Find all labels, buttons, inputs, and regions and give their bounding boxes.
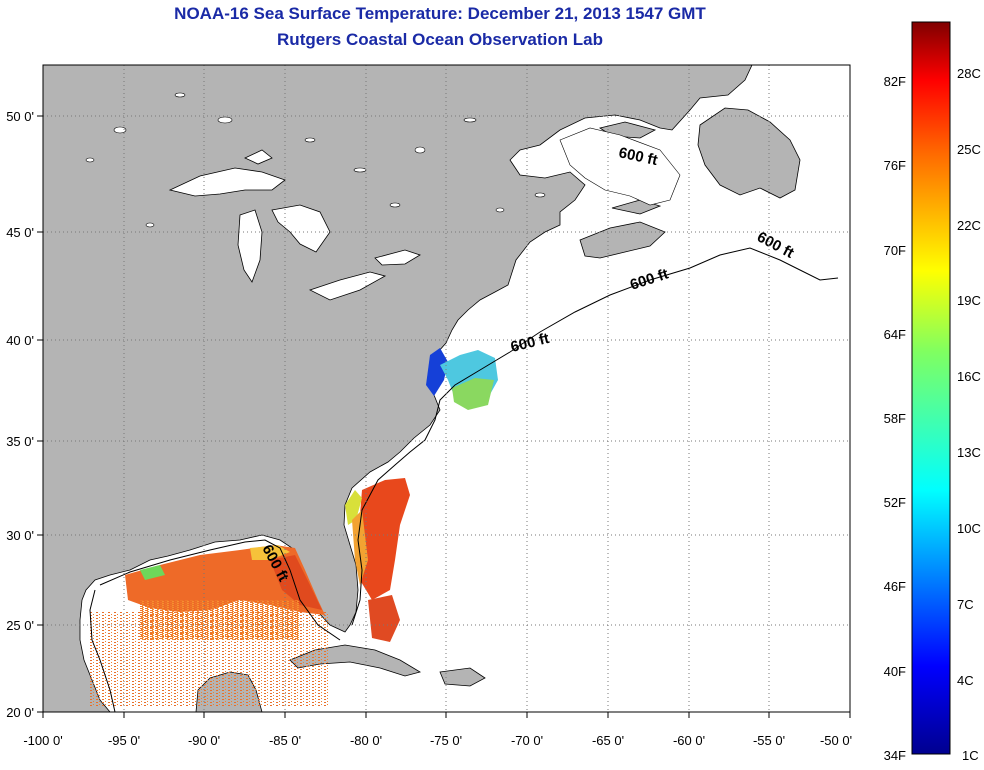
colorbar-label-c: 19C	[957, 293, 981, 308]
colorbar-fahrenheit-labels: 82F 76F 70F 64F 58F 52F 46F 40F 34F	[884, 74, 906, 763]
lat-label: 45 0'	[6, 225, 34, 240]
axis-ticks	[37, 115, 851, 718]
north-america-land	[43, 65, 753, 712]
colorbar-label-f: 58F	[884, 411, 906, 426]
newfoundland-land	[697, 107, 801, 199]
lon-label: -60 0'	[673, 733, 705, 748]
isobath-600ft-gulf-inner	[89, 589, 116, 712]
colorbar-label-c: 28C	[957, 66, 981, 81]
map-title: NOAA-16 Sea Surface Temperature: Decembe…	[174, 4, 706, 23]
colorbar-celsius-labels: 28C 25C 22C 19C 16C 13C 10C 7C 4C 1C	[957, 66, 981, 763]
colorbar	[911, 21, 951, 755]
colorbar-label-f: 46F	[884, 579, 906, 594]
colorbar-label-c: 22C	[957, 218, 981, 233]
map-subtitle: Rutgers Coastal Ocean Observation Lab	[277, 30, 603, 49]
colorbar-label-c: 13C	[957, 445, 981, 460]
colorbar-label-c: 4C	[957, 673, 974, 688]
nova-scotia-land	[579, 221, 666, 259]
colorbar-label-f: 40F	[884, 664, 906, 679]
colorbar-label-f: 82F	[884, 74, 906, 89]
lon-label: -50 0'	[820, 733, 852, 748]
sst-shelf-warm	[452, 378, 494, 410]
lon-label: -70 0'	[511, 733, 543, 748]
lon-label: -100 0'	[23, 733, 62, 748]
colorbar-label-c: 1C	[962, 748, 979, 763]
sst-florida-coast	[345, 490, 362, 525]
lon-label: -85 0'	[269, 733, 301, 748]
lon-label: -90 0'	[188, 733, 220, 748]
lat-label: 50 0'	[6, 109, 34, 124]
colorbar-label-c: 25C	[957, 142, 981, 157]
lon-label: -95 0'	[108, 733, 140, 748]
sst-bahamas	[368, 595, 400, 642]
lon-label: -55 0'	[753, 733, 785, 748]
sst-chesapeake	[426, 348, 448, 396]
hispaniola-land	[439, 667, 486, 687]
colorbar-label-f: 70F	[884, 243, 906, 258]
great-lakes	[168, 149, 421, 301]
longitude-labels: -100 0' -95 0' -90 0' -85 0' -80 0' -75 …	[23, 733, 852, 748]
lat-label: 20 0'	[6, 705, 34, 720]
colorbar-label-f: 76F	[884, 158, 906, 173]
sst-florida-coast-2	[352, 510, 368, 585]
latitude-labels: 50 0' 45 0' 40 0' 35 0' 30 0' 25 0' 20 0…	[6, 109, 34, 720]
graticule	[43, 65, 850, 712]
lat-label: 30 0'	[6, 528, 34, 543]
colorbar-label-c: 16C	[957, 369, 981, 384]
gulf-st-lawrence	[559, 127, 681, 206]
lat-label: 40 0'	[6, 333, 34, 348]
lat-label: 35 0'	[6, 434, 34, 449]
sst-gulf-sparse-2	[140, 600, 300, 640]
small-lakes	[85, 92, 546, 228]
lon-label: -75 0'	[430, 733, 462, 748]
colorbar-label-f: 52F	[884, 495, 906, 510]
lat-label: 25 0'	[6, 618, 34, 633]
colorbar-label-f: 34F	[884, 748, 906, 763]
lon-label: -80 0'	[350, 733, 382, 748]
colorbar-label-f: 64F	[884, 327, 906, 342]
lon-label: -65 0'	[592, 733, 624, 748]
isobath-600ft	[99, 247, 839, 641]
colorbar-label-c: 10C	[957, 521, 981, 536]
sst-gulf-stream	[358, 478, 410, 600]
sst-gulf-green	[140, 565, 165, 580]
sst-gulf-warm	[270, 555, 322, 610]
colorbar-label-c: 7C	[957, 597, 974, 612]
